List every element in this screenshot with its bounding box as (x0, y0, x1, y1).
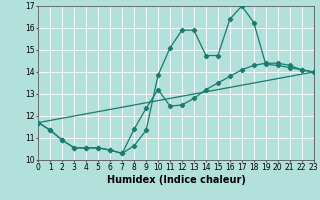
X-axis label: Humidex (Indice chaleur): Humidex (Indice chaleur) (107, 175, 245, 185)
